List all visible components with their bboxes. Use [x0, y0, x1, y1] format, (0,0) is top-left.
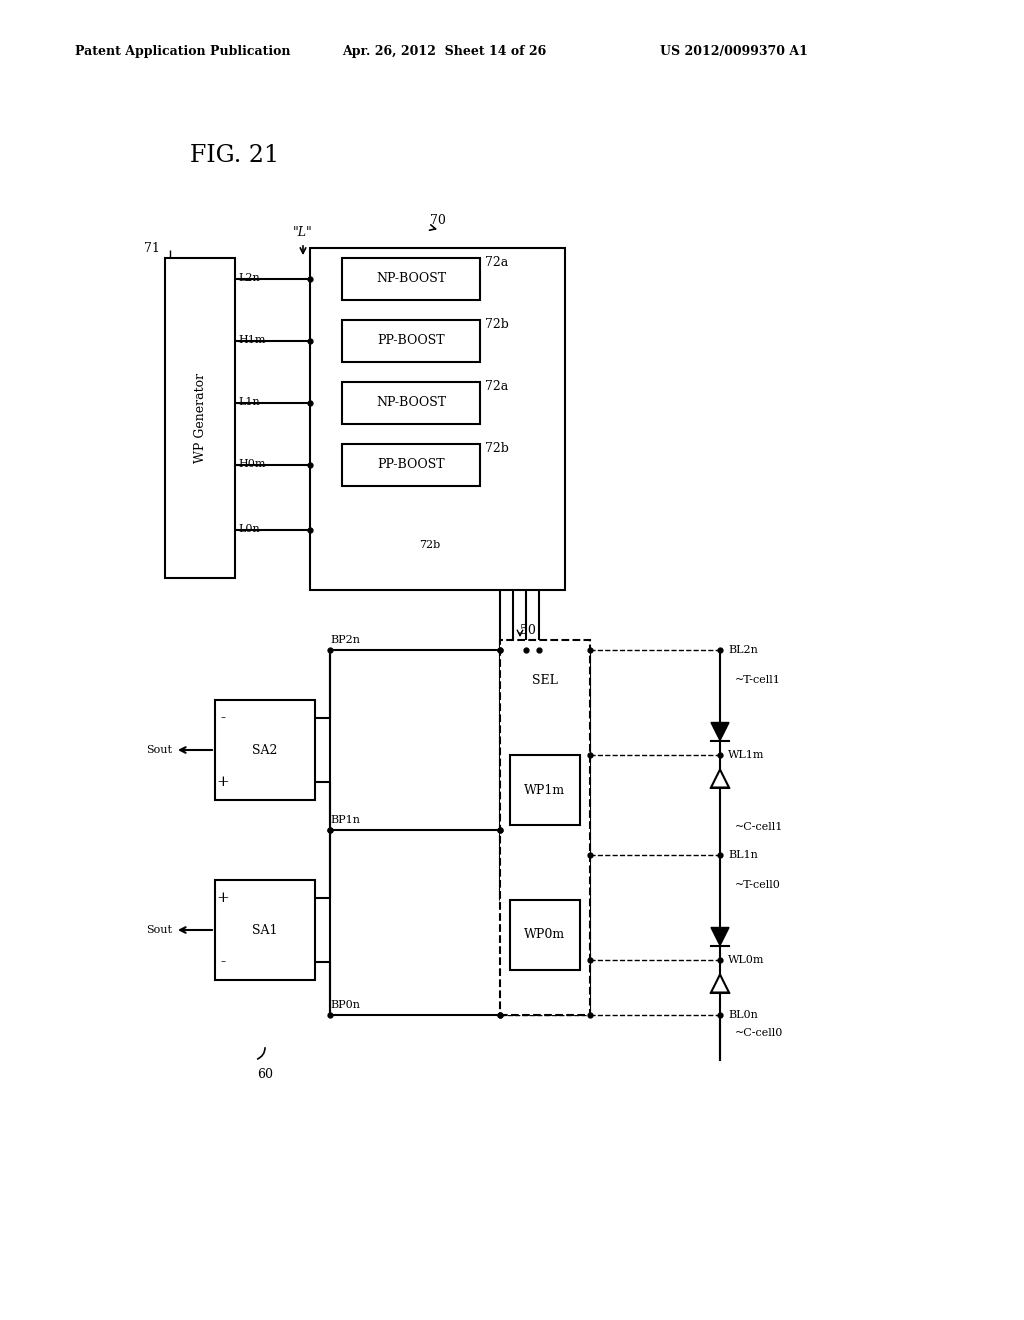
Text: PP-BOOST: PP-BOOST: [377, 458, 444, 471]
Text: BP0n: BP0n: [330, 1001, 360, 1010]
Bar: [500, 640, 590, 1015]
Bar: [342, 444, 480, 486]
Text: BP1n: BP1n: [330, 814, 360, 825]
Bar: [165, 257, 234, 578]
Text: 60: 60: [257, 1068, 273, 1081]
Text: BL0n: BL0n: [728, 1010, 758, 1020]
Bar: [215, 880, 315, 979]
Bar: [215, 700, 315, 800]
Polygon shape: [711, 722, 729, 741]
Text: WL0m: WL0m: [728, 954, 765, 965]
Text: 72b: 72b: [420, 540, 440, 550]
Text: 70: 70: [430, 214, 445, 227]
Text: NP-BOOST: NP-BOOST: [376, 272, 446, 285]
Text: PP-BOOST: PP-BOOST: [377, 334, 444, 347]
Text: H1m: H1m: [238, 335, 265, 345]
Text: US 2012/0099370 A1: US 2012/0099370 A1: [660, 45, 808, 58]
Bar: [342, 319, 480, 362]
Text: 72a: 72a: [485, 256, 508, 268]
Bar: [342, 257, 480, 300]
Bar: [310, 248, 565, 590]
Text: WP0m: WP0m: [524, 928, 565, 941]
Text: NP-BOOST: NP-BOOST: [376, 396, 446, 409]
Text: L1n: L1n: [238, 397, 260, 407]
Text: -: -: [220, 954, 225, 969]
Text: 72b: 72b: [485, 318, 509, 330]
Text: Patent Application Publication: Patent Application Publication: [75, 45, 291, 58]
Text: Apr. 26, 2012  Sheet 14 of 26: Apr. 26, 2012 Sheet 14 of 26: [342, 45, 546, 58]
Text: WP Generator: WP Generator: [194, 374, 207, 463]
Text: "L": "L": [293, 227, 313, 239]
Text: SEL: SEL: [532, 673, 558, 686]
Text: WL1m: WL1m: [728, 750, 765, 760]
Text: SA2: SA2: [252, 743, 278, 756]
Text: BP2n: BP2n: [330, 635, 360, 645]
Text: -: -: [220, 711, 225, 725]
Text: 50: 50: [520, 623, 536, 636]
Text: ~T-cell1: ~T-cell1: [735, 675, 781, 685]
Text: 72a: 72a: [485, 380, 508, 392]
Polygon shape: [711, 770, 729, 788]
Text: FIG. 21: FIG. 21: [190, 144, 280, 166]
Text: BL2n: BL2n: [728, 645, 758, 655]
Polygon shape: [711, 974, 729, 993]
Text: +: +: [217, 891, 229, 906]
Polygon shape: [711, 928, 729, 945]
Text: L0n: L0n: [238, 524, 260, 535]
Text: H0m: H0m: [238, 459, 265, 469]
Bar: [510, 755, 580, 825]
Text: BL1n: BL1n: [728, 850, 758, 861]
Text: WP1m: WP1m: [524, 784, 565, 796]
Text: ~C-cell0: ~C-cell0: [735, 1027, 783, 1038]
Text: 71: 71: [144, 242, 160, 255]
Bar: [342, 381, 480, 424]
Text: SA1: SA1: [252, 924, 278, 936]
Text: 72b: 72b: [485, 441, 509, 454]
Text: ~T-cell0: ~T-cell0: [735, 880, 781, 890]
Text: L2n: L2n: [238, 273, 260, 282]
Text: Sout: Sout: [146, 744, 172, 755]
Text: Sout: Sout: [146, 925, 172, 935]
Text: ~C-cell1: ~C-cell1: [735, 822, 783, 833]
Bar: [510, 900, 580, 970]
Text: +: +: [217, 775, 229, 789]
